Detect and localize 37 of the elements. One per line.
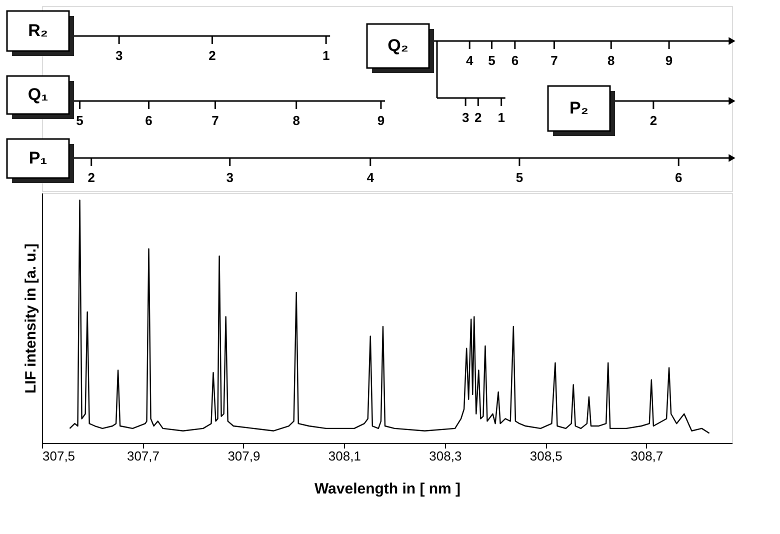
x-tick-label: 307,9 [228, 448, 260, 464]
annotation: 2 [474, 110, 482, 125]
text: P₁ [28, 148, 48, 168]
annotation: 8 [608, 53, 615, 68]
annotation: 4 [466, 53, 474, 68]
x-tick-label: 308,5 [530, 448, 562, 464]
x-axis-title: Wavelength in [ nm ] [314, 480, 461, 498]
x-tick-label: 308,1 [328, 448, 361, 464]
annotation: 3 [462, 110, 470, 125]
annotation: 2 [88, 170, 95, 185]
annotation: 3 [226, 170, 234, 185]
text: Q₁ [28, 85, 48, 104]
annotation: 1 [322, 48, 330, 63]
annotation: 1 [498, 110, 505, 125]
annotation: 4 [366, 170, 375, 185]
annotation: 3 [115, 48, 123, 63]
text: R₂ [28, 21, 48, 40]
annotation: 5 [488, 53, 496, 68]
annotation: 5 [516, 170, 524, 185]
x-tick-label: 307,7 [126, 448, 160, 464]
annotation: 9 [665, 53, 673, 68]
annotation: 7 [550, 53, 558, 68]
text: Q₂ [388, 36, 408, 55]
x-tick-label: 307,5 [42, 448, 76, 464]
x-tick-label: 308,3 [429, 448, 462, 464]
x-tick-label: 308,7 [630, 448, 664, 464]
y-axis-title: LIF intensity in [a. u.] [22, 243, 40, 394]
annotation: 2 [208, 48, 216, 63]
annotation: 2 [650, 113, 658, 128]
annotation: 9 [377, 113, 385, 128]
annotation: 6 [674, 170, 682, 185]
annotation: 7 [212, 113, 219, 128]
annotation: 6 [145, 113, 152, 128]
text: P₂ [570, 98, 588, 118]
annotation: 6 [511, 53, 519, 68]
annotation: 5 [76, 113, 84, 128]
annotation: 8 [292, 113, 300, 128]
